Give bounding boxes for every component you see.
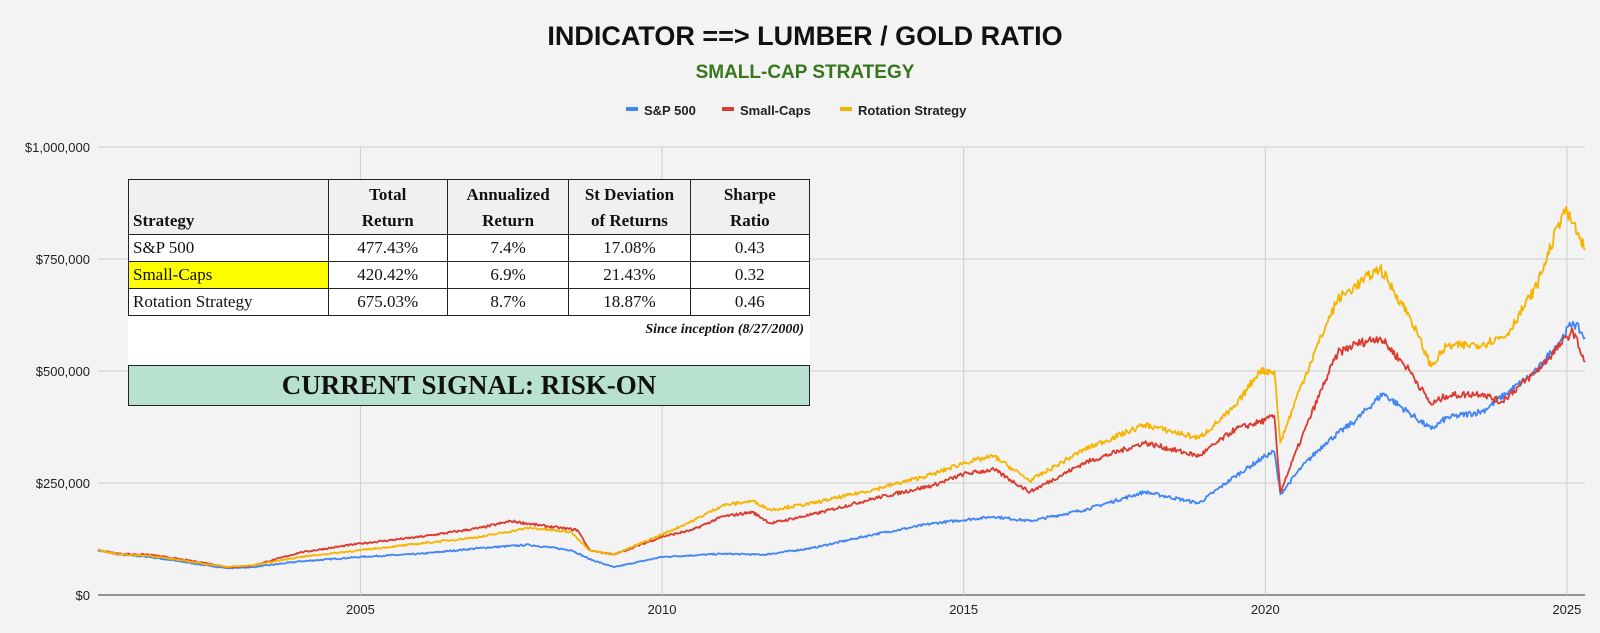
chart-title: INDICATOR ==> LUMBER / GOLD RATIO — [547, 21, 1062, 51]
series-lines — [97, 205, 1586, 570]
row-total: 420.42% — [327, 261, 448, 289]
row-sharpe: 0.43 — [689, 234, 811, 262]
row-name: S&P 500 — [128, 234, 329, 262]
legend-label: S&P 500 — [644, 103, 696, 118]
y-tick-label: $0 — [76, 588, 90, 603]
row-stdev: 17.08% — [568, 234, 691, 262]
x-tick-label: 2025 — [1552, 602, 1581, 617]
table-row: S&P 500 477.43% 7.4% 17.08% 0.43 — [128, 234, 811, 262]
row-total: 477.43% — [327, 234, 448, 262]
row-stdev: 21.43% — [568, 261, 691, 289]
y-tick-label: $1,000,000 — [25, 140, 90, 155]
table-row: Rotation Strategy 675.03% 8.7% 18.87% 0.… — [128, 288, 811, 316]
since-inception-note: Since inception (8/27/2000) — [645, 322, 804, 337]
row-annualized: 6.9% — [446, 261, 570, 289]
chart-subtitle: SMALL-CAP STRATEGY — [696, 62, 915, 83]
x-tick-label: 2005 — [346, 602, 375, 617]
current-signal-banner: CURRENT SIGNAL: RISK-ON — [128, 365, 810, 406]
stats-table: Strategy Total Return Annualized Return St… — [128, 179, 811, 316]
row-sharpe: 0.46 — [689, 288, 811, 316]
x-tick-label: 2015 — [949, 602, 978, 617]
stats-panel: Strategy Total Return Annualized Return St… — [128, 179, 811, 406]
header-stdev: St Deviation of Returns — [568, 179, 691, 235]
legend-swatch — [840, 107, 852, 111]
series-line-small-caps — [97, 327, 1586, 569]
legend-swatch — [626, 107, 638, 111]
x-tick-label: 2010 — [648, 602, 677, 617]
table-row: Small-Caps 420.42% 6.9% 21.43% 0.32 — [128, 261, 811, 289]
y-tick-label: $250,000 — [36, 476, 90, 491]
x-axis: 2005 2010 2015 2020 2025 — [346, 602, 1581, 617]
header-strategy: Strategy — [128, 179, 329, 235]
header-annualized-return: Annualized Return — [446, 179, 570, 235]
header-total-return: Total Return — [327, 179, 448, 235]
row-stdev: 18.87% — [568, 288, 691, 316]
y-tick-label: $750,000 — [36, 252, 90, 267]
x-tick-label: 2020 — [1251, 602, 1280, 617]
row-name: Small-Caps — [128, 261, 329, 289]
series-line-sp500 — [97, 320, 1586, 570]
header-sharpe: Sharpe Ratio — [689, 179, 811, 235]
y-axis: $0 $250,000 $500,000 $750,000 $1,000,000 — [25, 140, 90, 603]
legend-swatch — [722, 107, 734, 111]
stats-header-row: Strategy Total Return Annualized Return St… — [128, 179, 811, 235]
row-annualized: 8.7% — [446, 288, 570, 316]
legend-label: Rotation Strategy — [858, 103, 967, 118]
series-line-rotation-strategy — [97, 205, 1586, 568]
y-tick-label: $500,000 — [36, 364, 90, 379]
row-total: 675.03% — [327, 288, 448, 316]
legend-label: Small-Caps — [740, 103, 811, 118]
row-annualized: 7.4% — [446, 234, 570, 262]
legend: S&P 500 Small-Caps Rotation Strategy — [626, 103, 967, 118]
row-sharpe: 0.32 — [689, 261, 811, 289]
row-name: Rotation Strategy — [128, 288, 329, 316]
